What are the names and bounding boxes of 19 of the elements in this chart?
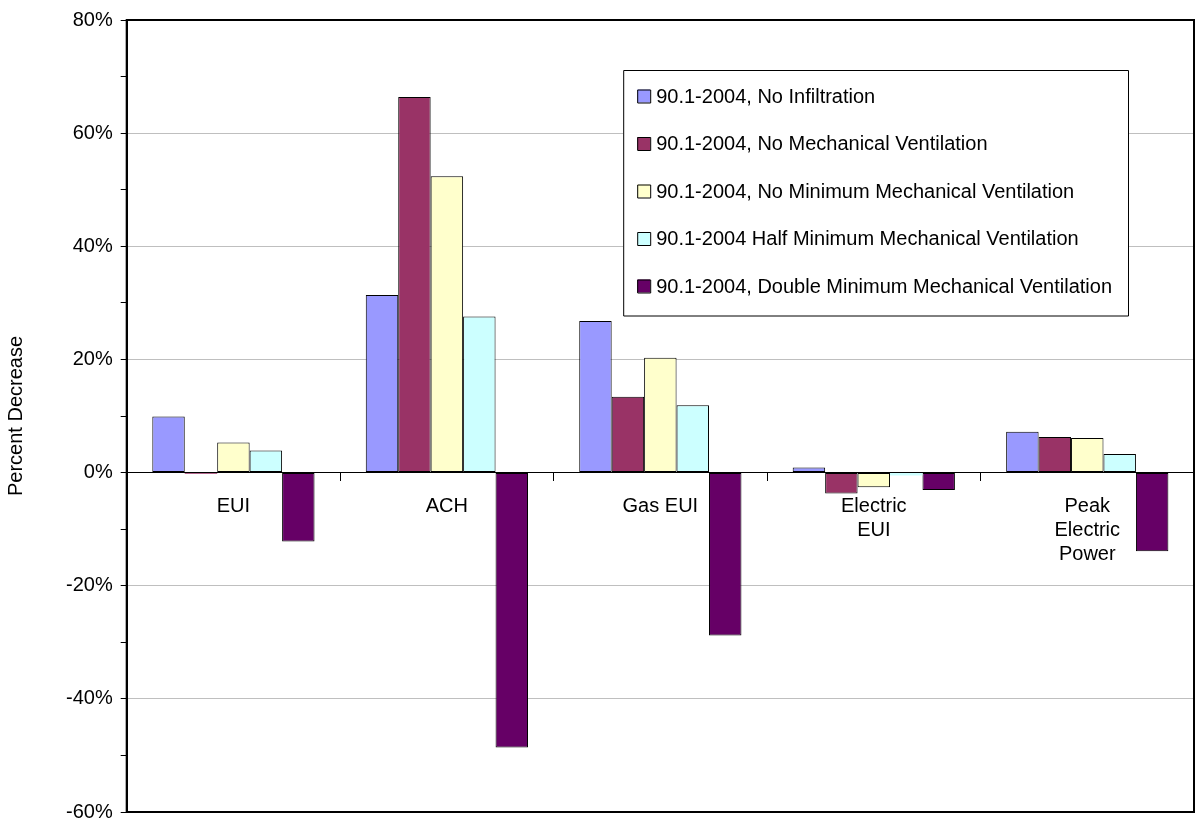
y-tick-label: 20% xyxy=(72,346,113,369)
y-tick-label: 40% xyxy=(72,233,113,256)
y-tick-label: -40% xyxy=(65,686,113,709)
x-tick-label: ACH xyxy=(425,494,468,517)
y-tick-label: 80% xyxy=(72,7,113,30)
x-tick-label: EUI xyxy=(216,494,251,517)
x-tick-label: Peak Electric Power xyxy=(1054,494,1121,565)
y-tick-label: -60% xyxy=(65,799,113,822)
legend-label: 90.1-2004, Double Minimum Mechanical Ventilation xyxy=(656,274,1112,297)
legend-label: 90.1-2004 Half Minimum Mechanical Ventilation xyxy=(656,227,1079,250)
legend-label: 90.1-2004, No Mechanical Ventilation xyxy=(656,132,988,155)
legend-label: 90.1-2004, No Infiltration xyxy=(656,84,876,107)
y-tick-label: -20% xyxy=(65,573,113,596)
y-tick-label: 60% xyxy=(72,120,113,143)
legend-label: 90.1-2004, No Minimum Mechanical Ventilation xyxy=(656,179,1075,202)
y-axis-title: Percent Decrease xyxy=(3,335,26,497)
y-tick-label: 0% xyxy=(83,460,113,483)
x-tick-label: Electric EUI xyxy=(841,494,907,541)
x-tick-label: Gas EUI xyxy=(622,494,699,517)
